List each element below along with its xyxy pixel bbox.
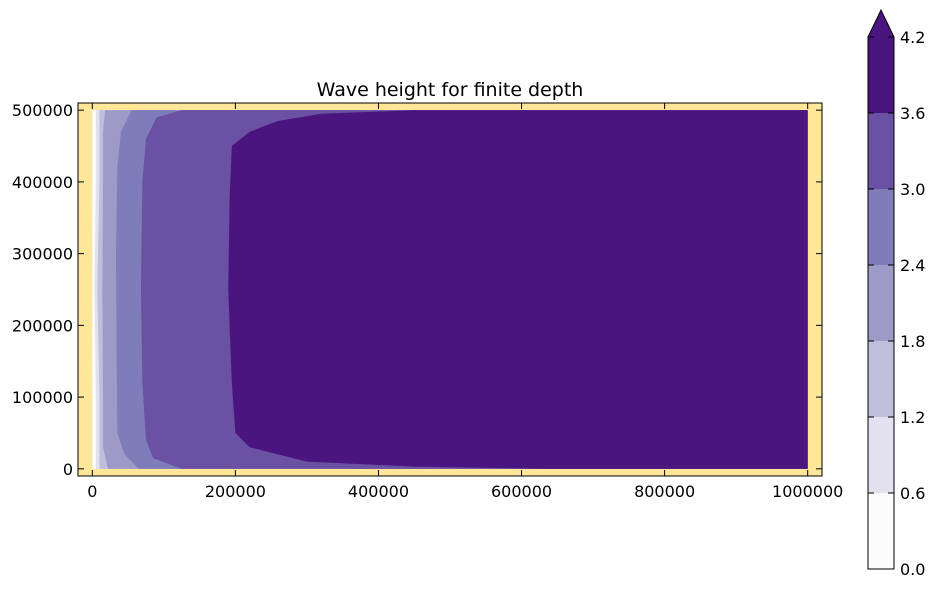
colorbar-tick-label: 4.2 (900, 28, 925, 47)
colorbar-tick-label: 0.0 (900, 560, 925, 579)
colorbar-band (868, 493, 894, 569)
colorbar-tick-label: 1.8 (900, 332, 925, 351)
colorbar-extend-max (868, 10, 894, 37)
colorbar-tick-label: 1.2 (900, 408, 925, 427)
chart-title: Wave height for finite depth (316, 79, 584, 101)
colorbar-band (868, 341, 894, 417)
y-tick-label: 0 (63, 460, 73, 479)
colorbar-band (868, 417, 894, 493)
contour-band-6 (228, 110, 808, 469)
colorbar-tick-label: 3.0 (900, 180, 925, 199)
colorbar-tick-label: 3.6 (900, 104, 925, 123)
y-tick-label: 500000 (12, 101, 73, 120)
colorbar-tick-label: 2.4 (900, 256, 925, 275)
x-tick-label: 0 (87, 482, 97, 501)
x-tick-label: 1000000 (772, 482, 843, 501)
plot-frame (77, 102, 823, 477)
x-tick-label: 200000 (205, 482, 266, 501)
x-tick-label: 800000 (634, 482, 695, 501)
colorbar-band (868, 189, 894, 265)
y-tick-label: 100000 (12, 388, 73, 407)
y-tick-label: 400000 (12, 173, 73, 192)
x-tick-label: 400000 (348, 482, 409, 501)
colorbar-band (868, 113, 894, 189)
colorbar-tick-label: 0.6 (900, 484, 925, 503)
y-tick-label: 200000 (12, 316, 73, 335)
colorbar-band (868, 265, 894, 341)
colorbar-band (868, 37, 894, 113)
x-tick-label: 600000 (491, 482, 552, 501)
y-tick-label: 300000 (12, 245, 73, 264)
